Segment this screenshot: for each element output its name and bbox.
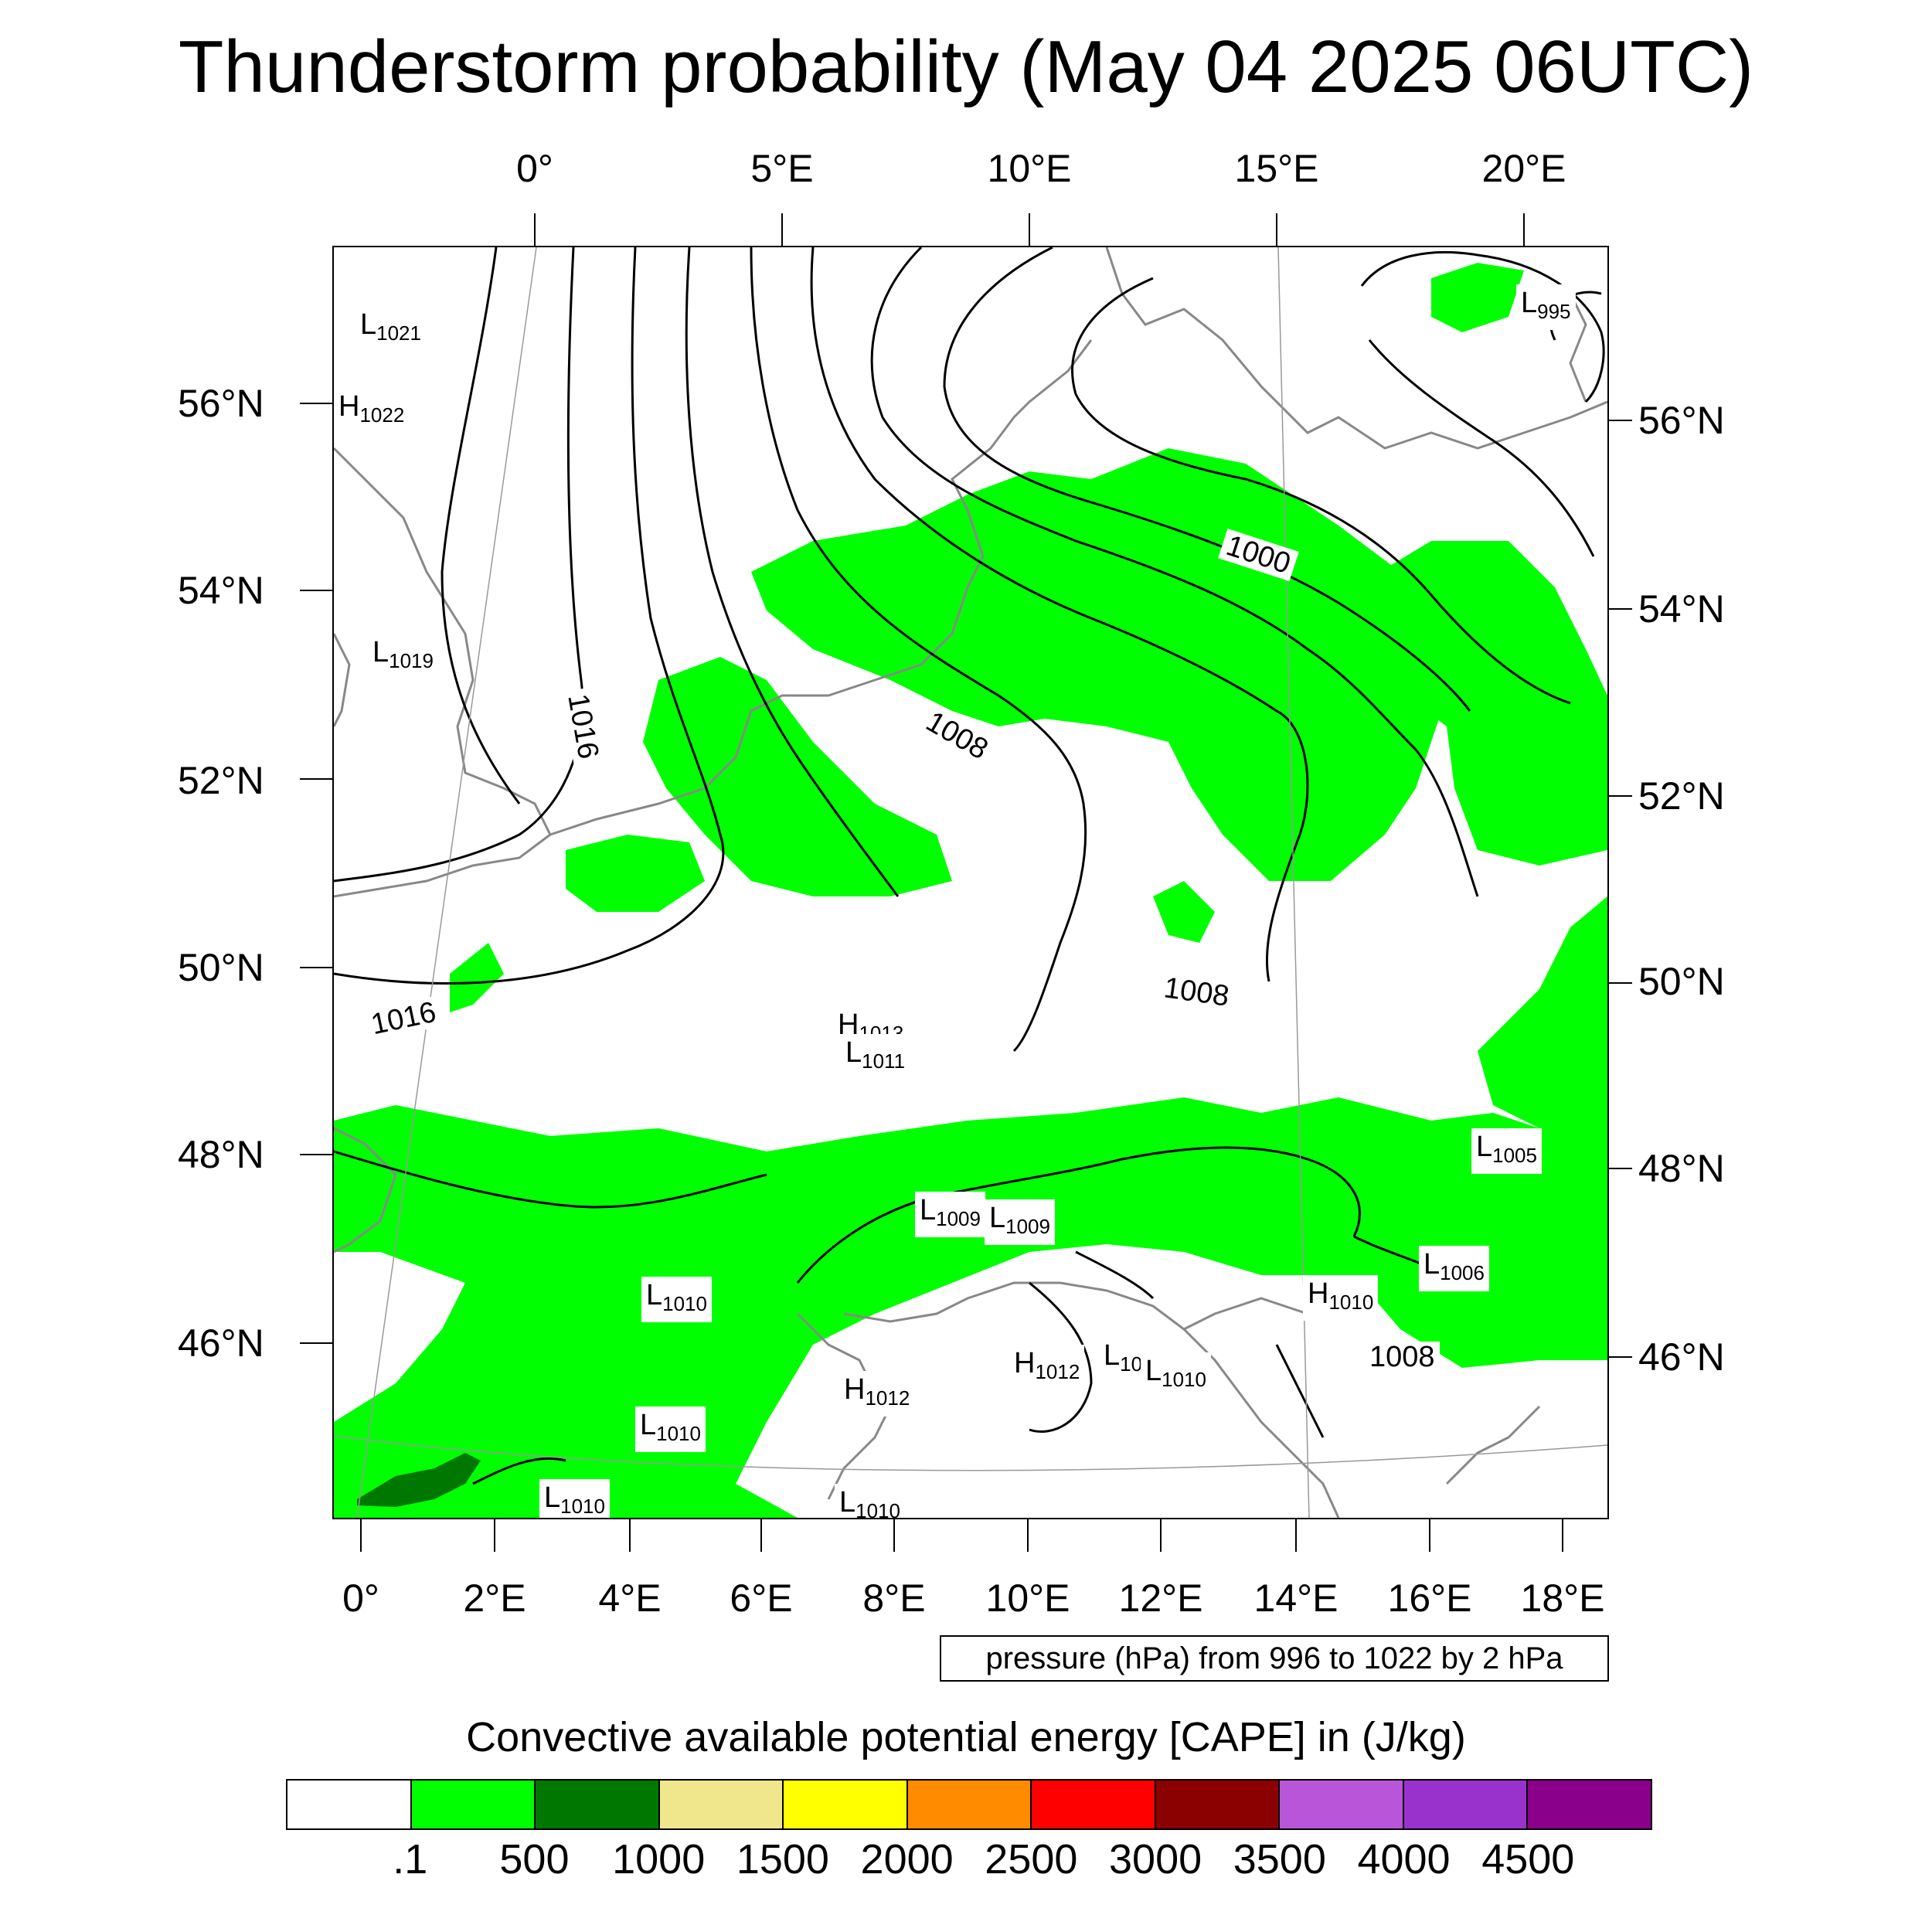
coastlines: [334, 247, 1607, 1518]
colorbar-box: [784, 1781, 908, 1828]
bottom-tick-label: 6°E: [730, 1577, 793, 1620]
pressure-center-label: L1010: [641, 1277, 712, 1322]
pressure-center-label: H1010: [1303, 1275, 1379, 1321]
colorbar-box: [659, 1781, 784, 1828]
pressure-legend-note: pressure (hPa) from 996 to 1022 by 2 hPa: [940, 1635, 1609, 1682]
right-tick-label: 50°N: [1638, 960, 1725, 1003]
bottom-tick-label: 18°E: [1520, 1577, 1605, 1620]
top-tick-label: 20°E: [1481, 147, 1566, 190]
colorbar-label: 3500: [1233, 1836, 1326, 1883]
colorbar-label: 1500: [736, 1836, 829, 1883]
pressure-center-label: L1019: [368, 634, 438, 679]
bottom-tick-label: 12°E: [1118, 1577, 1203, 1620]
cape-region-east: [1478, 896, 1607, 1128]
right-tick-label: 46°N: [1638, 1335, 1725, 1379]
map-panel: L1021 H1022 L1019 L995 H1013 L1011 L1005…: [332, 246, 1609, 1519]
left-tick-label: 56°N: [178, 382, 264, 425]
colorbar-label: 1000: [612, 1836, 706, 1883]
pressure-center-label: L1009: [915, 1192, 985, 1237]
cape-region-baltic: [1431, 263, 1524, 332]
colorbar-box: [907, 1781, 1032, 1828]
cape-region-channel: [566, 835, 705, 912]
bottom-tick-label: 2°E: [463, 1577, 526, 1620]
bottom-tick-label: 10°E: [985, 1577, 1070, 1620]
pressure-center-label: L1021: [355, 306, 426, 352]
left-tick-label: 54°N: [178, 569, 264, 612]
pressure-center-label: L1006: [1419, 1246, 1489, 1291]
bottom-tick-label: 14°E: [1253, 1577, 1338, 1620]
colorbar-box: [287, 1781, 412, 1828]
colorbar-box: [536, 1781, 660, 1828]
colorbar-box: [1032, 1781, 1156, 1828]
bottom-tick-label: 16°E: [1387, 1577, 1472, 1620]
left-tick-label: 50°N: [178, 946, 264, 989]
bottom-tick-label: 0°: [342, 1577, 379, 1620]
cape-colorbar: [286, 1779, 1652, 1830]
map-title: Thunderstorm probability (May 04 2025 06…: [178, 26, 1754, 108]
map-canvas: [334, 247, 1607, 1518]
bottom-tick-label: 4°E: [598, 1577, 662, 1620]
pressure-center-label: L1005: [1471, 1128, 1542, 1174]
colorbar-box: [1155, 1781, 1281, 1828]
right-tick-label: 54°N: [1638, 587, 1725, 631]
colorbar-label: 3000: [1109, 1836, 1202, 1883]
left-tick-label: 52°N: [178, 759, 264, 802]
pressure-center-label: L1009: [985, 1199, 1055, 1245]
colorbar-label: 4000: [1357, 1836, 1451, 1883]
pressure-center-label: H1012: [839, 1371, 915, 1417]
cape-regions: [334, 263, 1607, 1518]
top-tick-label: 15°E: [1234, 147, 1319, 190]
colorbar-label: 2500: [985, 1836, 1078, 1883]
top-tick-label: 0°: [516, 147, 553, 190]
bottom-tick-label: 8°E: [862, 1577, 926, 1620]
isobars: [334, 247, 1605, 1485]
pressure-center-label: L1010: [835, 1484, 905, 1518]
cape-region-dark: [357, 1453, 481, 1507]
isobar-label: 1008: [1365, 1342, 1440, 1372]
colorbar-box: [1528, 1781, 1651, 1828]
colorbar-box: [411, 1781, 536, 1828]
pressure-center-label: L1010: [635, 1406, 706, 1452]
left-tick-label: 46°N: [178, 1321, 264, 1365]
top-tick-label: 10°E: [987, 147, 1072, 190]
cape-region-normandy: [450, 943, 504, 1012]
pressure-center-label: L1010: [1141, 1352, 1211, 1398]
pressure-center-label: L1010: [539, 1479, 610, 1518]
pressure-center-label: H1022: [334, 388, 410, 434]
colorbar-label: 4500: [1481, 1836, 1575, 1883]
cape-region-poland: [1354, 541, 1607, 866]
pressure-center-label: L1011: [841, 1034, 910, 1080]
pressure-center-label: H1012: [1009, 1345, 1085, 1390]
colorbar-title: Convective available potential energy [C…: [466, 1714, 1466, 1760]
top-tick-label: 5°E: [750, 147, 814, 190]
colorbar-label: 2000: [860, 1836, 954, 1883]
colorbar-label: .1: [393, 1836, 428, 1883]
pressure-center-label: L995: [1516, 284, 1576, 330]
right-tick-label: 48°N: [1638, 1147, 1725, 1190]
colorbar-box: [1403, 1781, 1529, 1828]
right-tick-label: 56°N: [1638, 399, 1725, 442]
left-tick-label: 48°N: [178, 1133, 264, 1176]
colorbar-label: 500: [499, 1836, 570, 1883]
right-tick-label: 52°N: [1638, 774, 1725, 818]
colorbar-box: [1280, 1781, 1404, 1828]
cape-region-center: [1153, 881, 1215, 943]
